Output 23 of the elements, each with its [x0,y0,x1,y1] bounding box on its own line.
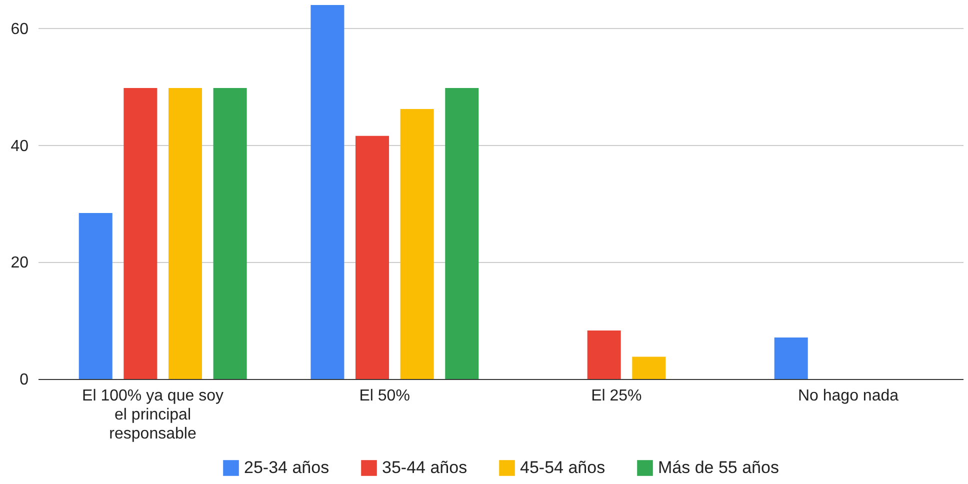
bar [774,338,808,379]
bar [78,213,112,379]
x-tick-label: El 100% ya que soy el principal responsable [82,388,224,442]
bar [632,356,666,379]
bar [310,5,344,379]
bar [587,330,621,379]
bar [356,136,390,379]
y-tick-label: 60 [10,20,29,38]
bar [124,88,158,379]
y-tick-label: 40 [10,138,29,155]
legend-label: 25-34 años [244,458,330,477]
x-tick-label: No hago nada [798,388,899,404]
bar [400,109,434,379]
x-tick-label: El 25% [591,388,642,404]
y-tick-label: 20 [10,254,29,272]
x-tick-label: El 50% [359,388,410,404]
legend-label: Más de 55 años [658,458,779,477]
y-tick-label: 0 [20,372,29,388]
legend-label: 35-44 años [382,458,468,477]
bar [213,88,247,379]
bar [168,88,202,379]
legend-label: 45-54 años [520,458,606,477]
bar [445,88,479,379]
